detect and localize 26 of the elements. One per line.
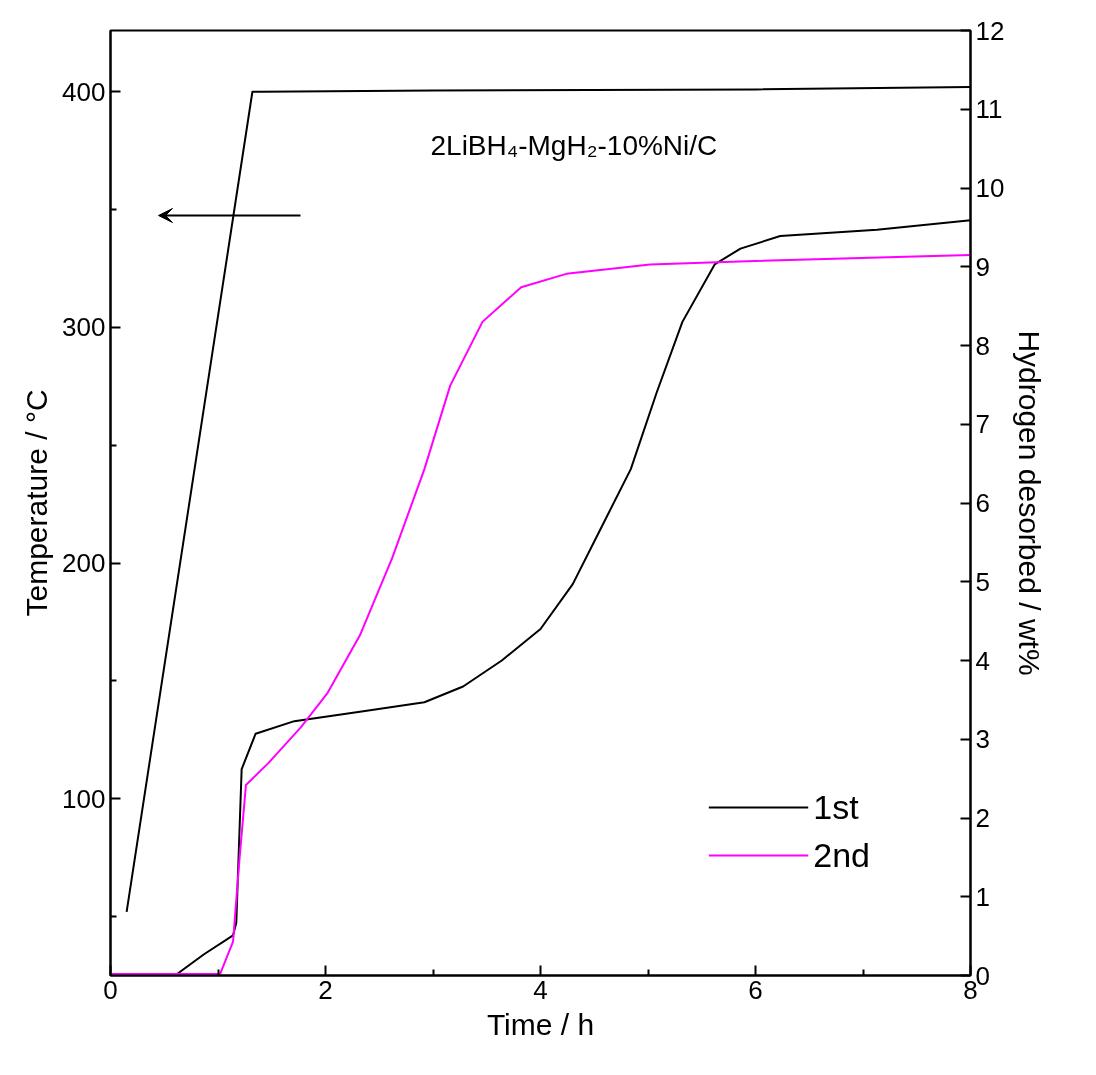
y2-tick-label: 1 [975, 881, 990, 912]
y2-tick-label: 2 [975, 803, 990, 833]
y2-tick-label: 12 [975, 15, 1005, 46]
x-tick-label: 0 [103, 974, 118, 1005]
x-tick-label: 2 [318, 974, 333, 1005]
legend-label: 2nd [813, 835, 870, 875]
y2-axis-title: Hydrogen desorbed / wt% [1013, 330, 1047, 676]
x-axis-title: Time / h [486, 1007, 595, 1041]
y2-tick-label: 5 [975, 566, 990, 597]
y2-tick-label: 8 [975, 330, 990, 361]
y2-tick-label: 10 [975, 173, 1005, 203]
legend-label: 1st [813, 787, 859, 827]
y-tick-label: 400 [62, 76, 106, 107]
y2-tick-label: 4 [975, 645, 990, 676]
y-axis-title: Temperature / °C [20, 389, 54, 617]
y-tick-label: 200 [62, 548, 106, 579]
y-tick-label: 300 [62, 312, 106, 343]
x-tick-label: 6 [748, 974, 763, 1005]
y2-tick-label: 7 [975, 409, 990, 440]
annotation: 2LiBH₄-MgH₂-10%Ni/C [430, 129, 718, 161]
y2-tick-label: 11 [975, 94, 1003, 125]
y-tick-label: 100 [62, 783, 106, 814]
y2-tick-label: 6 [975, 488, 990, 518]
y2-tick-label: 9 [975, 251, 990, 282]
y2-tick-label: 3 [975, 724, 990, 755]
x-tick-label: 4 [533, 974, 548, 1005]
